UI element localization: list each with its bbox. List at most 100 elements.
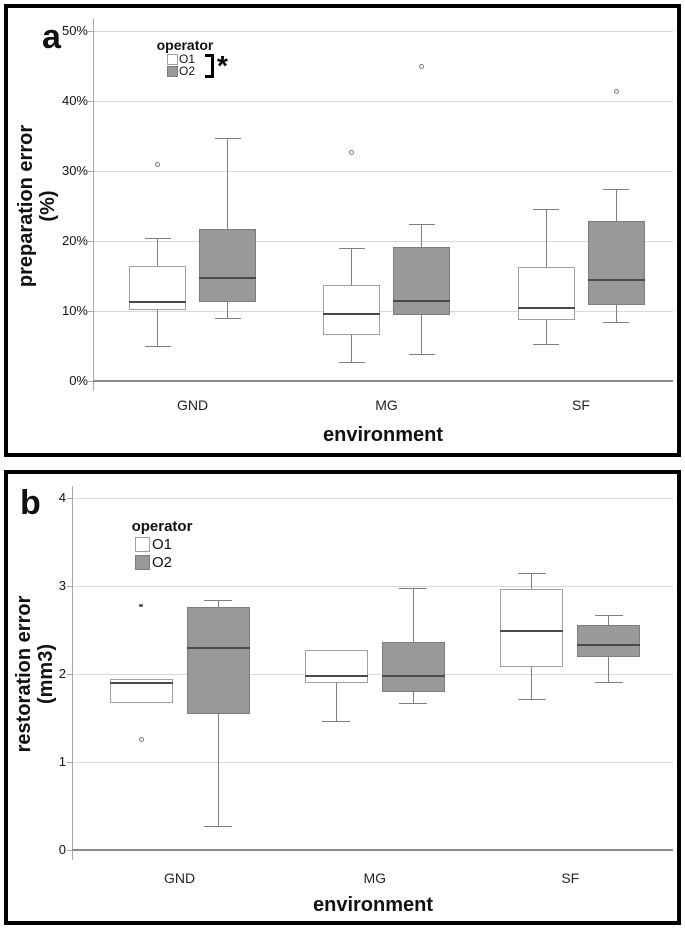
y-tick-label: 0 bbox=[58, 842, 66, 857]
x-category-label: MG bbox=[363, 870, 387, 886]
box-o1-mg bbox=[304, 650, 368, 683]
legend-swatch-o1-icon bbox=[167, 53, 178, 65]
whisker-line-o2-sf bbox=[608, 657, 610, 683]
whisker-line-o1-sf bbox=[531, 666, 533, 700]
whisker-cap-o2-gnd bbox=[214, 318, 241, 320]
median-line-o1-sf bbox=[500, 629, 564, 632]
whisker-cap-o1-mg bbox=[322, 721, 351, 723]
y-tick-label: 0% bbox=[69, 373, 88, 388]
x-axis-line bbox=[72, 849, 673, 851]
y-tick-mark bbox=[88, 240, 93, 242]
x-category-label: SF bbox=[572, 397, 590, 413]
whisker-line-o2-mg bbox=[412, 692, 414, 704]
y-tick-label: 10% bbox=[61, 303, 88, 318]
outlier-point-o2-sf bbox=[613, 88, 619, 94]
box-o1-gnd bbox=[129, 266, 186, 311]
y-tick-mark bbox=[88, 310, 93, 312]
plot-area-b: 0 1 2 3 4 GND MG SF bbox=[8, 474, 677, 921]
box-o2-sf bbox=[577, 624, 641, 658]
whisker-line-o1-sf bbox=[545, 320, 547, 345]
legend-a: operator O1 O2 bbox=[133, 37, 237, 78]
y-tick-label: 50% bbox=[61, 23, 88, 38]
legend-b: operator O1 O2 bbox=[104, 518, 220, 571]
whisker-line-o2-gnd bbox=[227, 138, 228, 230]
panel-b: b restoration error (mm3) 0 1 2 3 4 GND MG SF o… bbox=[4, 470, 681, 925]
whisker-line-o2-gnd bbox=[217, 713, 219, 827]
whisker-line-o2-gnd bbox=[217, 600, 219, 608]
y-tick-label: 20% bbox=[61, 233, 88, 248]
whisker-line-o2-sf bbox=[615, 304, 617, 323]
median-line-o2-mg bbox=[393, 299, 450, 302]
legend-label-o1: O1 bbox=[152, 535, 173, 553]
whisker-line-o2-mg bbox=[421, 315, 422, 355]
whisker-cap-o2-mg bbox=[408, 223, 435, 225]
whisker-line-o1-mg bbox=[351, 248, 352, 286]
legend-title-b: operator bbox=[131, 518, 193, 535]
whisker-cap-o1-gnd bbox=[144, 238, 171, 240]
box-o1-sf bbox=[500, 588, 564, 667]
x-axis-title-b: environment bbox=[312, 894, 434, 916]
y-tick-mark bbox=[88, 30, 93, 32]
whisker-cap-o1-sf bbox=[533, 344, 559, 346]
y-tick-mark bbox=[67, 585, 72, 587]
plot-area-a: 0% 10% 20% 30% 40% 50% GND MG SF bbox=[8, 8, 677, 453]
legend-swatch-o1-icon bbox=[135, 536, 150, 552]
box-o2-sf bbox=[587, 221, 645, 305]
legend-label-o2: O2 bbox=[152, 553, 173, 571]
y-tick-label: 4 bbox=[58, 490, 66, 505]
x-category-label: SF bbox=[561, 870, 580, 886]
legend-row-o2: O2 bbox=[135, 553, 220, 571]
panel-a-letter: a bbox=[42, 18, 61, 56]
legend-swatch-o2-icon bbox=[135, 554, 150, 570]
legend-row-o1: O1 bbox=[135, 535, 220, 553]
whisker-line-o2-mg bbox=[421, 224, 422, 248]
y-axis-line bbox=[92, 19, 94, 391]
legend-swatch-o2-icon bbox=[167, 65, 178, 77]
whisker-line-o1-gnd bbox=[157, 310, 158, 347]
gridline bbox=[72, 497, 673, 499]
panel-a: a preparation error (%) 0% 10% 20% 30% 40% 50… bbox=[4, 4, 681, 457]
x-axis-line bbox=[93, 380, 673, 382]
whisker-cap-o1-sf bbox=[517, 573, 546, 575]
whisker-cap-o1-sf bbox=[517, 699, 546, 701]
gridline bbox=[72, 585, 673, 587]
gridline bbox=[72, 761, 673, 763]
whisker-line-o1-sf bbox=[531, 573, 533, 589]
gridline bbox=[93, 240, 673, 242]
y-tick-mark bbox=[88, 100, 93, 102]
y-tick-mark bbox=[67, 849, 72, 851]
box-o1-sf bbox=[517, 266, 575, 321]
whisker-line-o2-sf bbox=[615, 189, 617, 222]
median-line-o2-gnd bbox=[199, 277, 256, 280]
whisker-line-o1-sf bbox=[545, 209, 547, 267]
significance-asterisk: * bbox=[217, 50, 228, 81]
median-line-o2-mg bbox=[381, 674, 445, 677]
legend-row-o2: O2 bbox=[167, 64, 237, 78]
box-o2-gnd bbox=[199, 229, 256, 302]
whisker-cap-o2-sf bbox=[603, 322, 629, 324]
whisker-cap-o2-mg bbox=[399, 588, 428, 590]
gridline bbox=[93, 100, 673, 102]
median-line-o1-mg bbox=[304, 674, 368, 677]
median-line-o1-mg bbox=[323, 312, 380, 315]
x-category-label: GND bbox=[176, 397, 209, 413]
legend-title-a: operator bbox=[156, 37, 214, 53]
box-o1-gnd bbox=[109, 679, 173, 704]
median-line-o1-sf bbox=[517, 307, 575, 310]
whisker-cap-o2-gnd bbox=[204, 825, 232, 827]
gridline bbox=[93, 310, 673, 312]
box-o2-gnd bbox=[186, 607, 250, 714]
panel-b-letter: b bbox=[20, 484, 41, 522]
gridline bbox=[93, 30, 673, 32]
whisker-line-o2-gnd bbox=[227, 301, 228, 319]
whisker-cap-o2-sf bbox=[594, 682, 623, 684]
y-tick-label: 30% bbox=[61, 163, 88, 178]
whisker-cap-o1-mg bbox=[338, 247, 365, 249]
y-tick-label: 40% bbox=[61, 93, 88, 108]
whisker-line-o1-mg bbox=[335, 682, 337, 722]
legend-row-o1: O1 bbox=[167, 52, 237, 66]
whisker-cap-o1-gnd bbox=[144, 346, 171, 348]
median-line-o2-gnd bbox=[186, 647, 250, 650]
gridline bbox=[72, 673, 673, 675]
whisker-line-o2-mg bbox=[412, 588, 414, 643]
